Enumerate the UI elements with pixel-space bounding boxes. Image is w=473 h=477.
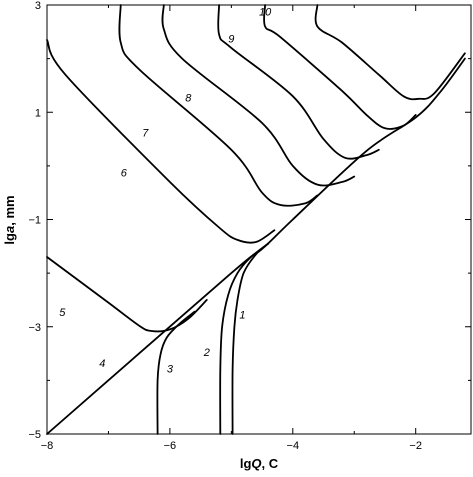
y-tick-label: 3 xyxy=(35,0,41,12)
curve-label-2: 2 xyxy=(203,347,210,359)
y-axis-title-prefix: lg xyxy=(2,233,17,245)
axis-ticks xyxy=(46,4,471,435)
curves xyxy=(46,4,466,435)
x-tick-label: −6 xyxy=(164,440,177,452)
curve-5 xyxy=(46,256,208,333)
curve-label-8: 8 xyxy=(185,93,192,105)
curve-8 xyxy=(161,4,356,187)
curve-label-7: 7 xyxy=(142,127,149,139)
x-axis-title-suffix: , C xyxy=(262,456,279,471)
curve-label-9: 9 xyxy=(228,34,234,46)
curve-label-4: 4 xyxy=(99,358,105,370)
curve-11 xyxy=(314,4,466,101)
x-axis-title-prefix: lg xyxy=(240,456,252,471)
curve-3 xyxy=(156,310,196,435)
curve-7 xyxy=(118,4,319,207)
curve-label-1: 1 xyxy=(239,310,245,322)
curve-label-11: 11 xyxy=(315,0,326,3)
y-axis-title: lga, mm xyxy=(2,195,17,244)
axis-tick-labels: −8 −6 −4 −2 −5 −3 −1 1 3 xyxy=(28,0,422,452)
x-tick-label: −4 xyxy=(287,440,300,452)
curve-6 xyxy=(46,39,276,244)
y-axis-title-suffix: , mm xyxy=(2,195,17,225)
curve-label-10: 10 xyxy=(259,7,272,19)
y-tick-label: −1 xyxy=(28,215,41,227)
y-tick-label: −5 xyxy=(28,429,41,441)
x-axis-title-var: Q xyxy=(251,456,261,471)
curve-labels: 1 2 3 4 5 6 7 8 9 10 11 xyxy=(59,0,326,375)
y-axis-title-var: a xyxy=(2,226,17,233)
x-tick-label: −2 xyxy=(409,440,422,452)
curve-9 xyxy=(217,4,380,160)
curve-label-6: 6 xyxy=(121,168,128,180)
curve-label-5: 5 xyxy=(59,307,66,319)
x-axis-title: lgQ, C xyxy=(240,456,279,471)
y-tick-label: 1 xyxy=(35,107,41,119)
x-tick-label: −8 xyxy=(41,440,54,452)
curve-10 xyxy=(263,4,417,130)
curve-label-3: 3 xyxy=(167,363,174,375)
y-tick-label: −3 xyxy=(28,322,41,334)
curve-1 xyxy=(231,242,270,435)
curve-4 xyxy=(46,57,466,435)
